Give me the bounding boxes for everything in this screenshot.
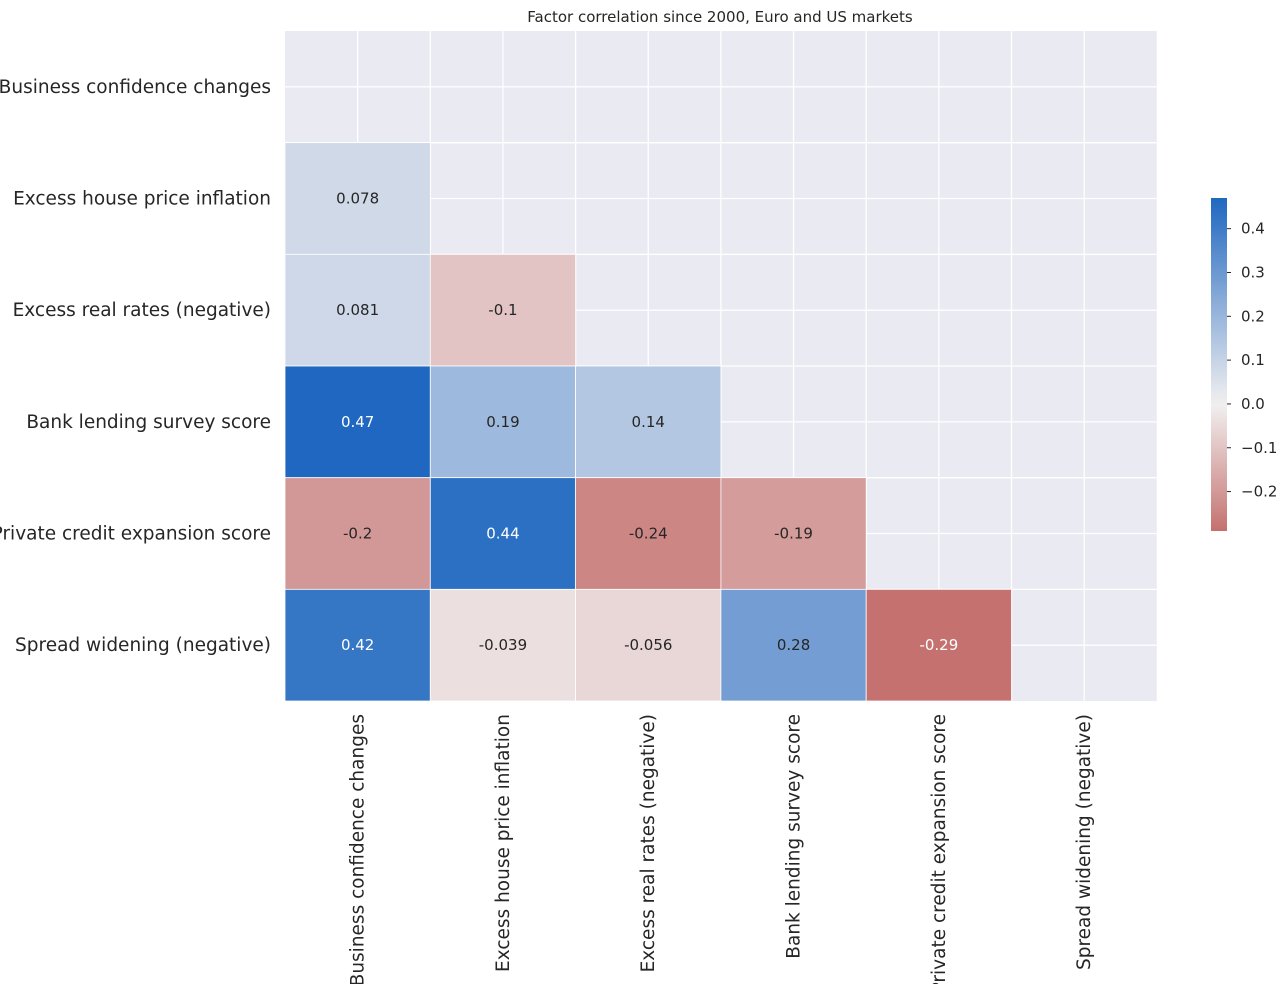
heatmap-cell (575, 477, 722, 590)
column-tick-label: Business confidence changes (348, 714, 369, 984)
column-labels: Business confidence changes Excess house … (348, 714, 1096, 984)
heatmap-cell (575, 365, 722, 479)
colorbar-tick-label: 0.3 (1241, 263, 1265, 281)
cell-value-label: 0.14 (632, 413, 665, 431)
heatmap-cell (284, 253, 431, 367)
heatmap-cell (284, 142, 431, 255)
colorbar-tick-label: 0.2 (1241, 307, 1265, 325)
column-tick-label: Spread widening (negative) (1074, 714, 1095, 970)
cell-value-label: 0.44 (486, 525, 519, 543)
column-tick-label: Excess house price inflation (493, 714, 514, 972)
heatmap-cell (429, 253, 576, 367)
colorbar-tick-label: −0.1 (1241, 439, 1277, 457)
cell-value-label: -0.039 (479, 636, 527, 654)
heatmap-cell (429, 588, 576, 702)
chart-title: Factor correlation since 2000, Euro and … (527, 8, 913, 26)
cell-value-label: -0.29 (919, 636, 958, 654)
heatmap-cell (720, 588, 867, 702)
colorbar-tick-label: 0.1 (1241, 351, 1265, 369)
cell-value-label: 0.19 (486, 413, 519, 431)
cell-value-label: 0.081 (336, 301, 379, 319)
column-tick-label: Private credit expansion score (929, 714, 950, 984)
colorbar-tick-label: 0.0 (1241, 395, 1265, 413)
row-tick-label: Excess real rates (negative) (13, 300, 271, 321)
row-tick-label: Private credit expansion score (0, 524, 271, 545)
cell-value-label: -0.19 (774, 525, 813, 543)
row-labels: Business confidence changes Excess house … (0, 77, 271, 656)
cell-value-label: -0.24 (629, 525, 668, 543)
cell-value-label: 0.42 (341, 636, 374, 654)
colorbar: 0.4 0.3 0.2 0.1 0.0 −0.1 −0.2 (1211, 198, 1277, 531)
cell-value-label: 0.28 (777, 636, 810, 654)
cell-value-label: 0.47 (341, 413, 374, 431)
row-tick-label: Spread widening (negative) (15, 635, 271, 656)
cell-value-label: -0.1 (488, 301, 517, 319)
heatmap-cells: 0.078 0.081 -0.1 0.47 0.19 0.14 -0.2 0.44 -0.24 -… (284, 142, 1012, 702)
row-tick-label: Business confidence changes (0, 77, 271, 98)
cell-value-label: 0.078 (336, 190, 379, 208)
colorbar-tick-label: 0.4 (1241, 220, 1265, 238)
heatmap-cell (284, 477, 431, 590)
heatmap-cell (429, 477, 576, 590)
heatmap-cell (284, 365, 431, 479)
heatmap-cell (429, 365, 576, 479)
row-tick-label: Bank lending survey score (26, 412, 271, 433)
cell-value-label: -0.2 (343, 525, 372, 543)
column-tick-label: Excess real rates (negative) (638, 714, 659, 972)
heatmap-cell (720, 477, 867, 590)
row-tick-label: Excess house price inflation (13, 189, 271, 210)
cell-value-label: -0.056 (624, 636, 672, 654)
colorbar-gradient (1211, 198, 1227, 531)
heatmap-cell (865, 588, 1012, 702)
colorbar-tick-label: −0.2 (1241, 483, 1277, 501)
heatmap-cell (284, 588, 431, 702)
column-tick-label: Bank lending survey score (784, 714, 805, 959)
